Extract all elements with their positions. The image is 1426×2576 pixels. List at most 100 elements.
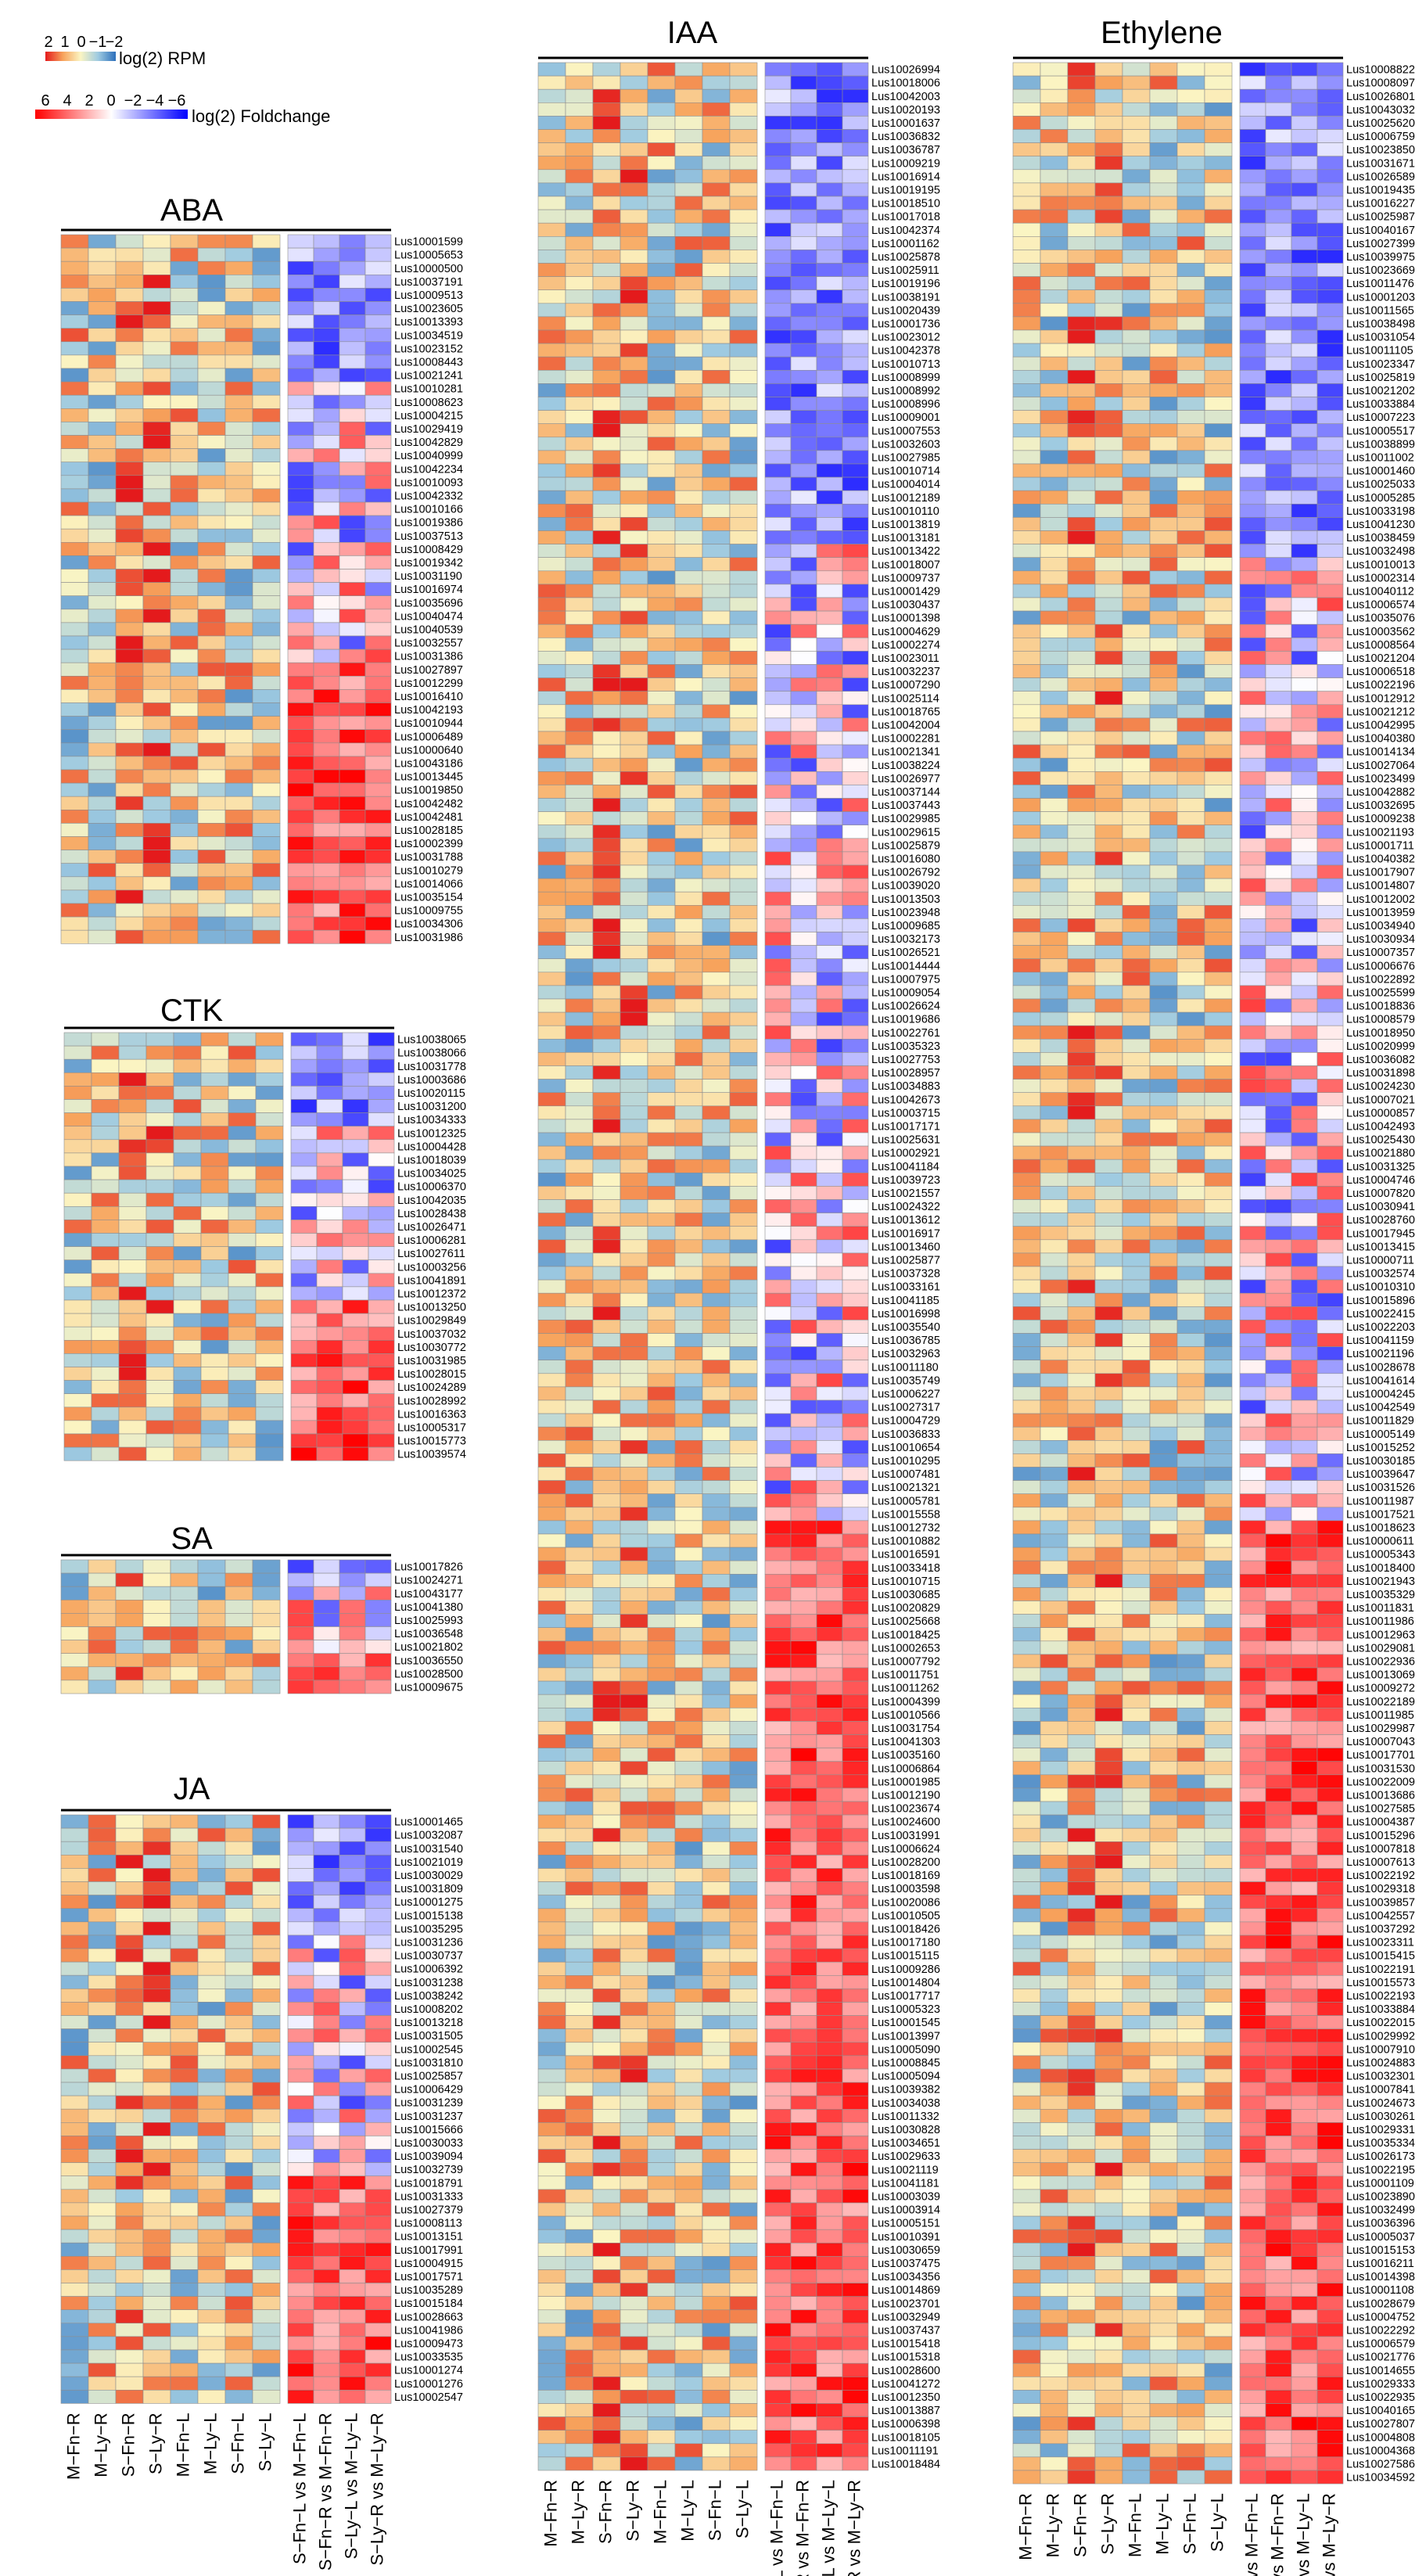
gene-label: Lus10002399 — [394, 838, 463, 850]
foldchange-cell — [842, 1721, 869, 1735]
expression-cell — [1067, 62, 1096, 77]
foldchange-cell — [365, 555, 392, 569]
foldchange-cell — [287, 2068, 314, 2083]
expression-cell — [88, 274, 117, 289]
expression-cell — [173, 1340, 202, 1354]
foldchange-cell — [842, 2349, 869, 2364]
expression-cell — [1204, 329, 1233, 344]
foldchange-cell — [816, 1132, 843, 1147]
foldchange-cell — [764, 2390, 792, 2404]
expression-cell — [252, 541, 281, 556]
foldchange-cell — [790, 2362, 817, 2377]
gene-label: Lus10025668 — [871, 1615, 940, 1628]
expression-cell — [115, 1640, 144, 1654]
foldchange-cell — [842, 838, 869, 853]
expression-cell — [1149, 744, 1178, 759]
expression-cell — [702, 2456, 731, 2471]
expression-cell — [1094, 116, 1123, 130]
foldchange-cell — [339, 2136, 366, 2150]
gene-label: Lus10020115 — [397, 1087, 465, 1100]
foldchange-cell — [790, 1266, 817, 1281]
foldchange-cell — [1239, 75, 1266, 90]
expression-cell — [1204, 623, 1233, 638]
expression-cell — [592, 584, 621, 598]
expression-cell — [592, 102, 621, 117]
foldchange-cell — [339, 2283, 366, 2297]
expression-cell — [228, 1367, 257, 1381]
expression-cell — [620, 1239, 648, 1254]
expression-cell — [620, 476, 648, 491]
foldchange-cell — [816, 1868, 843, 1882]
expression-cell — [674, 1386, 703, 1401]
gene-label: Lus10023948 — [871, 907, 940, 919]
expression-cell — [620, 1868, 648, 1882]
foldchange-cell — [764, 2377, 792, 2391]
foldchange-cell — [287, 929, 314, 944]
foldchange-cell — [1291, 437, 1318, 451]
expression-cell — [60, 823, 89, 837]
foldchange-cell — [790, 1320, 817, 1334]
foldchange-cell — [1239, 116, 1266, 130]
expression-cell — [224, 1948, 253, 1963]
expression-cell — [1176, 651, 1205, 665]
gene-label: Lus10039975 — [1346, 251, 1415, 264]
foldchange-cell — [1265, 75, 1292, 90]
expression-cell — [1122, 503, 1151, 518]
expression-cell — [255, 1179, 284, 1194]
expression-cell — [1176, 757, 1205, 772]
foldchange-cell — [816, 2362, 843, 2377]
expression-cell — [1094, 75, 1123, 90]
foldchange-cell — [287, 622, 314, 637]
expression-cell — [197, 2068, 226, 2083]
expression-cell — [170, 2149, 199, 2163]
expression-cell — [1149, 851, 1178, 866]
expression-cell — [702, 1640, 731, 1655]
foldchange-cell — [339, 1600, 366, 1614]
foldchange-cell — [816, 584, 843, 598]
foldchange-cell — [316, 1152, 343, 1167]
foldchange-cell — [790, 369, 817, 384]
foldchange-cell — [790, 864, 817, 879]
expression-cell — [729, 2028, 758, 2043]
foldchange-column-label: S−Ly−L vs M−Ly−L — [819, 2480, 839, 2576]
foldchange-cell — [790, 744, 817, 759]
expression-cell — [1176, 356, 1205, 371]
expression-cell — [224, 635, 253, 650]
expression-cell — [252, 2242, 281, 2257]
foldchange-cell — [339, 234, 366, 249]
foldchange-cell — [365, 796, 392, 810]
expression-cell — [1149, 717, 1178, 732]
expression-cell — [118, 1340, 147, 1354]
expression-cell — [592, 303, 621, 318]
expression-cell — [170, 354, 199, 369]
foldchange-cell — [1291, 250, 1318, 264]
expression-cell — [197, 1626, 226, 1640]
expression-cell — [170, 769, 199, 784]
expression-cell — [1067, 182, 1096, 197]
foldchange-cell — [1291, 329, 1318, 344]
foldchange-cell — [764, 1333, 792, 1347]
foldchange-cell — [816, 958, 843, 973]
expression-cell — [537, 1145, 566, 1160]
expression-cell — [729, 2149, 758, 2164]
foldchange-cell — [1265, 771, 1292, 785]
foldchange-cell — [790, 825, 817, 839]
gene-label: Lus10008202 — [394, 2003, 463, 2016]
gene-label: Lus10008429 — [394, 544, 463, 556]
expression-cell — [1094, 517, 1123, 531]
expression-cell — [702, 958, 731, 973]
foldchange-cell — [842, 88, 869, 103]
foldchange-cell — [790, 2015, 817, 2030]
expression-cell — [1067, 463, 1096, 478]
expression-cell — [647, 2002, 676, 2016]
expression-cell — [702, 517, 731, 531]
expression-cell — [197, 569, 226, 583]
expression-cell — [592, 1145, 621, 1160]
foldchange-cell — [764, 142, 792, 157]
foldchange-cell — [1291, 570, 1318, 585]
expression-cell — [170, 1613, 199, 1627]
expression-cell — [620, 584, 648, 598]
foldchange-cell — [790, 1011, 817, 1026]
expression-cell — [729, 544, 758, 558]
expression-cell — [1094, 544, 1123, 558]
